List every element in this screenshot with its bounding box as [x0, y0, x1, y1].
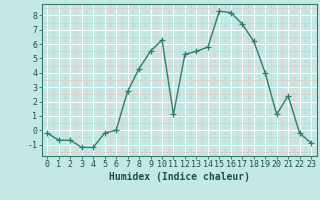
X-axis label: Humidex (Indice chaleur): Humidex (Indice chaleur): [109, 172, 250, 182]
